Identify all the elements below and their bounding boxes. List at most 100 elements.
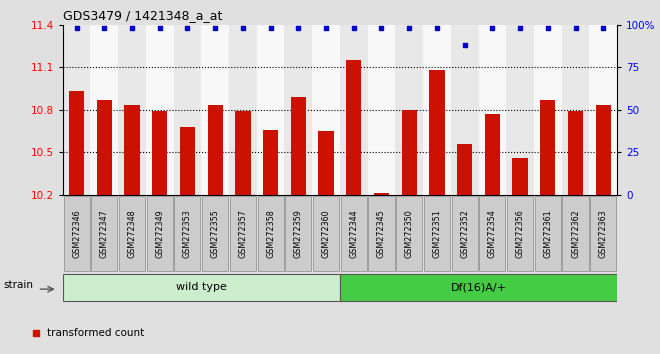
Point <box>265 25 276 31</box>
Bar <box>457 144 473 195</box>
Bar <box>229 25 257 195</box>
Point <box>459 42 470 48</box>
Bar <box>534 25 562 195</box>
Bar <box>207 105 223 195</box>
Text: strain: strain <box>3 280 33 290</box>
Bar <box>395 25 423 195</box>
Bar <box>201 25 229 195</box>
Text: GSM272353: GSM272353 <box>183 209 192 258</box>
Bar <box>506 25 534 195</box>
Text: GSM272354: GSM272354 <box>488 209 497 258</box>
Text: GSM272350: GSM272350 <box>405 209 414 258</box>
Bar <box>312 25 340 195</box>
Point <box>348 25 359 31</box>
Bar <box>484 114 500 195</box>
Bar <box>91 196 117 271</box>
Bar <box>152 111 168 195</box>
Point <box>127 25 137 31</box>
Bar <box>368 25 395 195</box>
Bar <box>124 105 140 195</box>
Bar <box>341 196 367 271</box>
Bar <box>512 158 528 195</box>
Bar <box>284 25 312 195</box>
Point <box>293 25 304 31</box>
Bar <box>374 193 389 195</box>
Text: GSM272346: GSM272346 <box>72 209 81 258</box>
Point <box>99 25 110 31</box>
Text: GSM272344: GSM272344 <box>349 209 358 258</box>
Point <box>432 25 442 31</box>
Point <box>321 25 331 31</box>
Bar <box>401 110 417 195</box>
Text: GSM272349: GSM272349 <box>155 209 164 258</box>
Bar <box>478 25 506 195</box>
Bar <box>174 25 201 195</box>
Text: Df(16)A/+: Df(16)A/+ <box>451 282 506 292</box>
Bar <box>63 196 90 271</box>
Text: GSM272356: GSM272356 <box>515 209 525 258</box>
Bar <box>424 196 450 271</box>
Bar <box>63 274 340 301</box>
Bar <box>235 111 251 195</box>
Text: GSM272347: GSM272347 <box>100 209 109 258</box>
Bar <box>396 196 422 271</box>
Bar <box>202 196 228 271</box>
Bar <box>340 25 368 195</box>
Bar <box>257 25 284 195</box>
Text: GSM272348: GSM272348 <box>127 209 137 258</box>
Bar <box>346 60 362 195</box>
Bar <box>230 196 256 271</box>
Bar <box>285 196 312 271</box>
Point <box>404 25 414 31</box>
Bar <box>313 196 339 271</box>
Bar <box>589 25 617 195</box>
Bar <box>340 274 617 301</box>
Text: transformed count: transformed count <box>48 328 145 338</box>
Text: GSM272345: GSM272345 <box>377 209 386 258</box>
Text: GSM272360: GSM272360 <box>321 209 331 258</box>
Bar <box>119 196 145 271</box>
Text: GSM272357: GSM272357 <box>238 209 248 258</box>
Point <box>515 25 525 31</box>
Bar <box>595 105 611 195</box>
Bar <box>507 196 533 271</box>
Text: GSM272363: GSM272363 <box>599 209 608 258</box>
Text: GDS3479 / 1421348_a_at: GDS3479 / 1421348_a_at <box>63 9 222 22</box>
Point <box>376 25 387 31</box>
Point <box>71 25 82 31</box>
Bar <box>146 25 174 195</box>
Bar <box>540 100 556 195</box>
Text: GSM272352: GSM272352 <box>460 209 469 258</box>
Point <box>487 25 498 31</box>
Point <box>210 25 220 31</box>
Bar <box>69 91 84 195</box>
Bar <box>147 196 173 271</box>
Bar <box>451 196 478 271</box>
Bar <box>562 196 589 271</box>
Text: GSM272362: GSM272362 <box>571 209 580 258</box>
Point <box>30 330 41 336</box>
Bar <box>180 127 195 195</box>
Point <box>154 25 165 31</box>
Point <box>598 25 609 31</box>
Bar <box>568 111 583 195</box>
Text: wild type: wild type <box>176 282 227 292</box>
Bar <box>368 196 395 271</box>
Bar <box>479 196 506 271</box>
Bar <box>290 97 306 195</box>
Point <box>182 25 193 31</box>
Bar <box>590 196 616 271</box>
Bar <box>96 100 112 195</box>
Text: GSM272361: GSM272361 <box>543 209 552 258</box>
Point <box>570 25 581 31</box>
Bar <box>63 25 90 195</box>
Text: GSM272358: GSM272358 <box>266 209 275 258</box>
Bar <box>562 25 589 195</box>
Text: GSM272359: GSM272359 <box>294 209 303 258</box>
Bar <box>535 196 561 271</box>
Bar <box>263 130 279 195</box>
Bar <box>429 70 445 195</box>
Bar <box>423 25 451 195</box>
Point <box>543 25 553 31</box>
Bar <box>257 196 284 271</box>
